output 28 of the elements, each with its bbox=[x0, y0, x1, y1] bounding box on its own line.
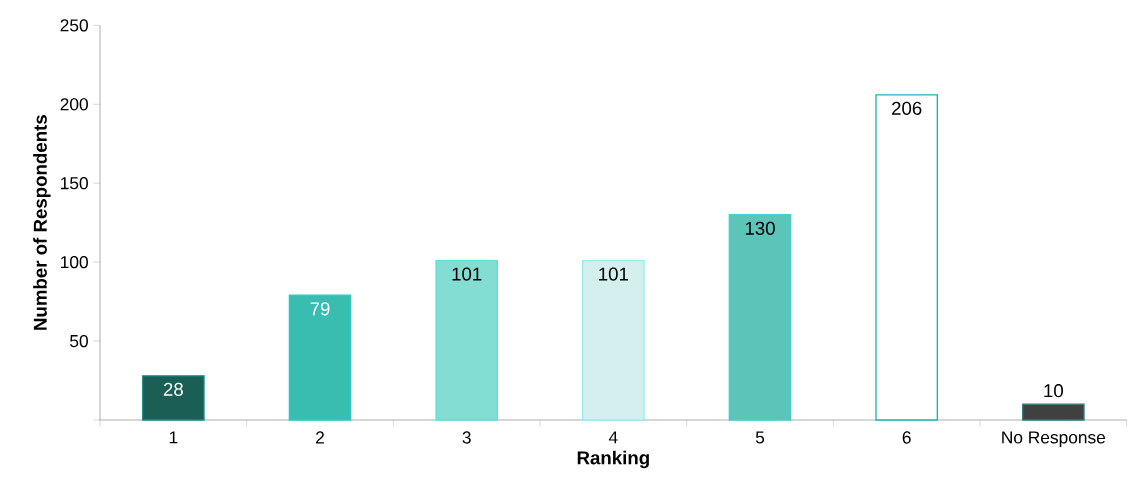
y-tick-label: 150 bbox=[61, 176, 88, 190]
x-tick-label: 4 bbox=[608, 431, 618, 444]
data-label: 101 bbox=[599, 267, 628, 281]
bar bbox=[728, 213, 792, 421]
y-tick-label: 50 bbox=[70, 334, 88, 348]
bar bbox=[288, 294, 352, 421]
y-tick-label: 200 bbox=[60, 97, 88, 111]
x-tick-label: 6 bbox=[902, 431, 911, 444]
bar bbox=[875, 93, 938, 421]
data-label: 28 bbox=[163, 382, 183, 396]
bar bbox=[142, 374, 205, 421]
x-tick-label: 2 bbox=[316, 431, 324, 444]
y-tick-label: 100 bbox=[61, 255, 88, 269]
bar bbox=[1021, 403, 1085, 421]
y-tick-label: 250 bbox=[60, 19, 88, 32]
data-label: 10 bbox=[1044, 383, 1063, 398]
data-label: 130 bbox=[745, 221, 775, 235]
x-tick-label: No Response bbox=[1002, 431, 1106, 447]
x-tick-label: 1 bbox=[169, 431, 178, 444]
x-tick-label: 3 bbox=[462, 431, 471, 444]
data-label: 206 bbox=[892, 101, 922, 115]
bar bbox=[582, 259, 645, 421]
x-tick-label: 5 bbox=[755, 431, 765, 444]
bar bbox=[435, 259, 499, 421]
y-axis-title: Number of Respondents bbox=[33, 114, 51, 330]
x-axis-title: Ranking bbox=[577, 450, 649, 469]
data-label: 79 bbox=[310, 302, 330, 316]
data-label: 101 bbox=[452, 267, 482, 281]
